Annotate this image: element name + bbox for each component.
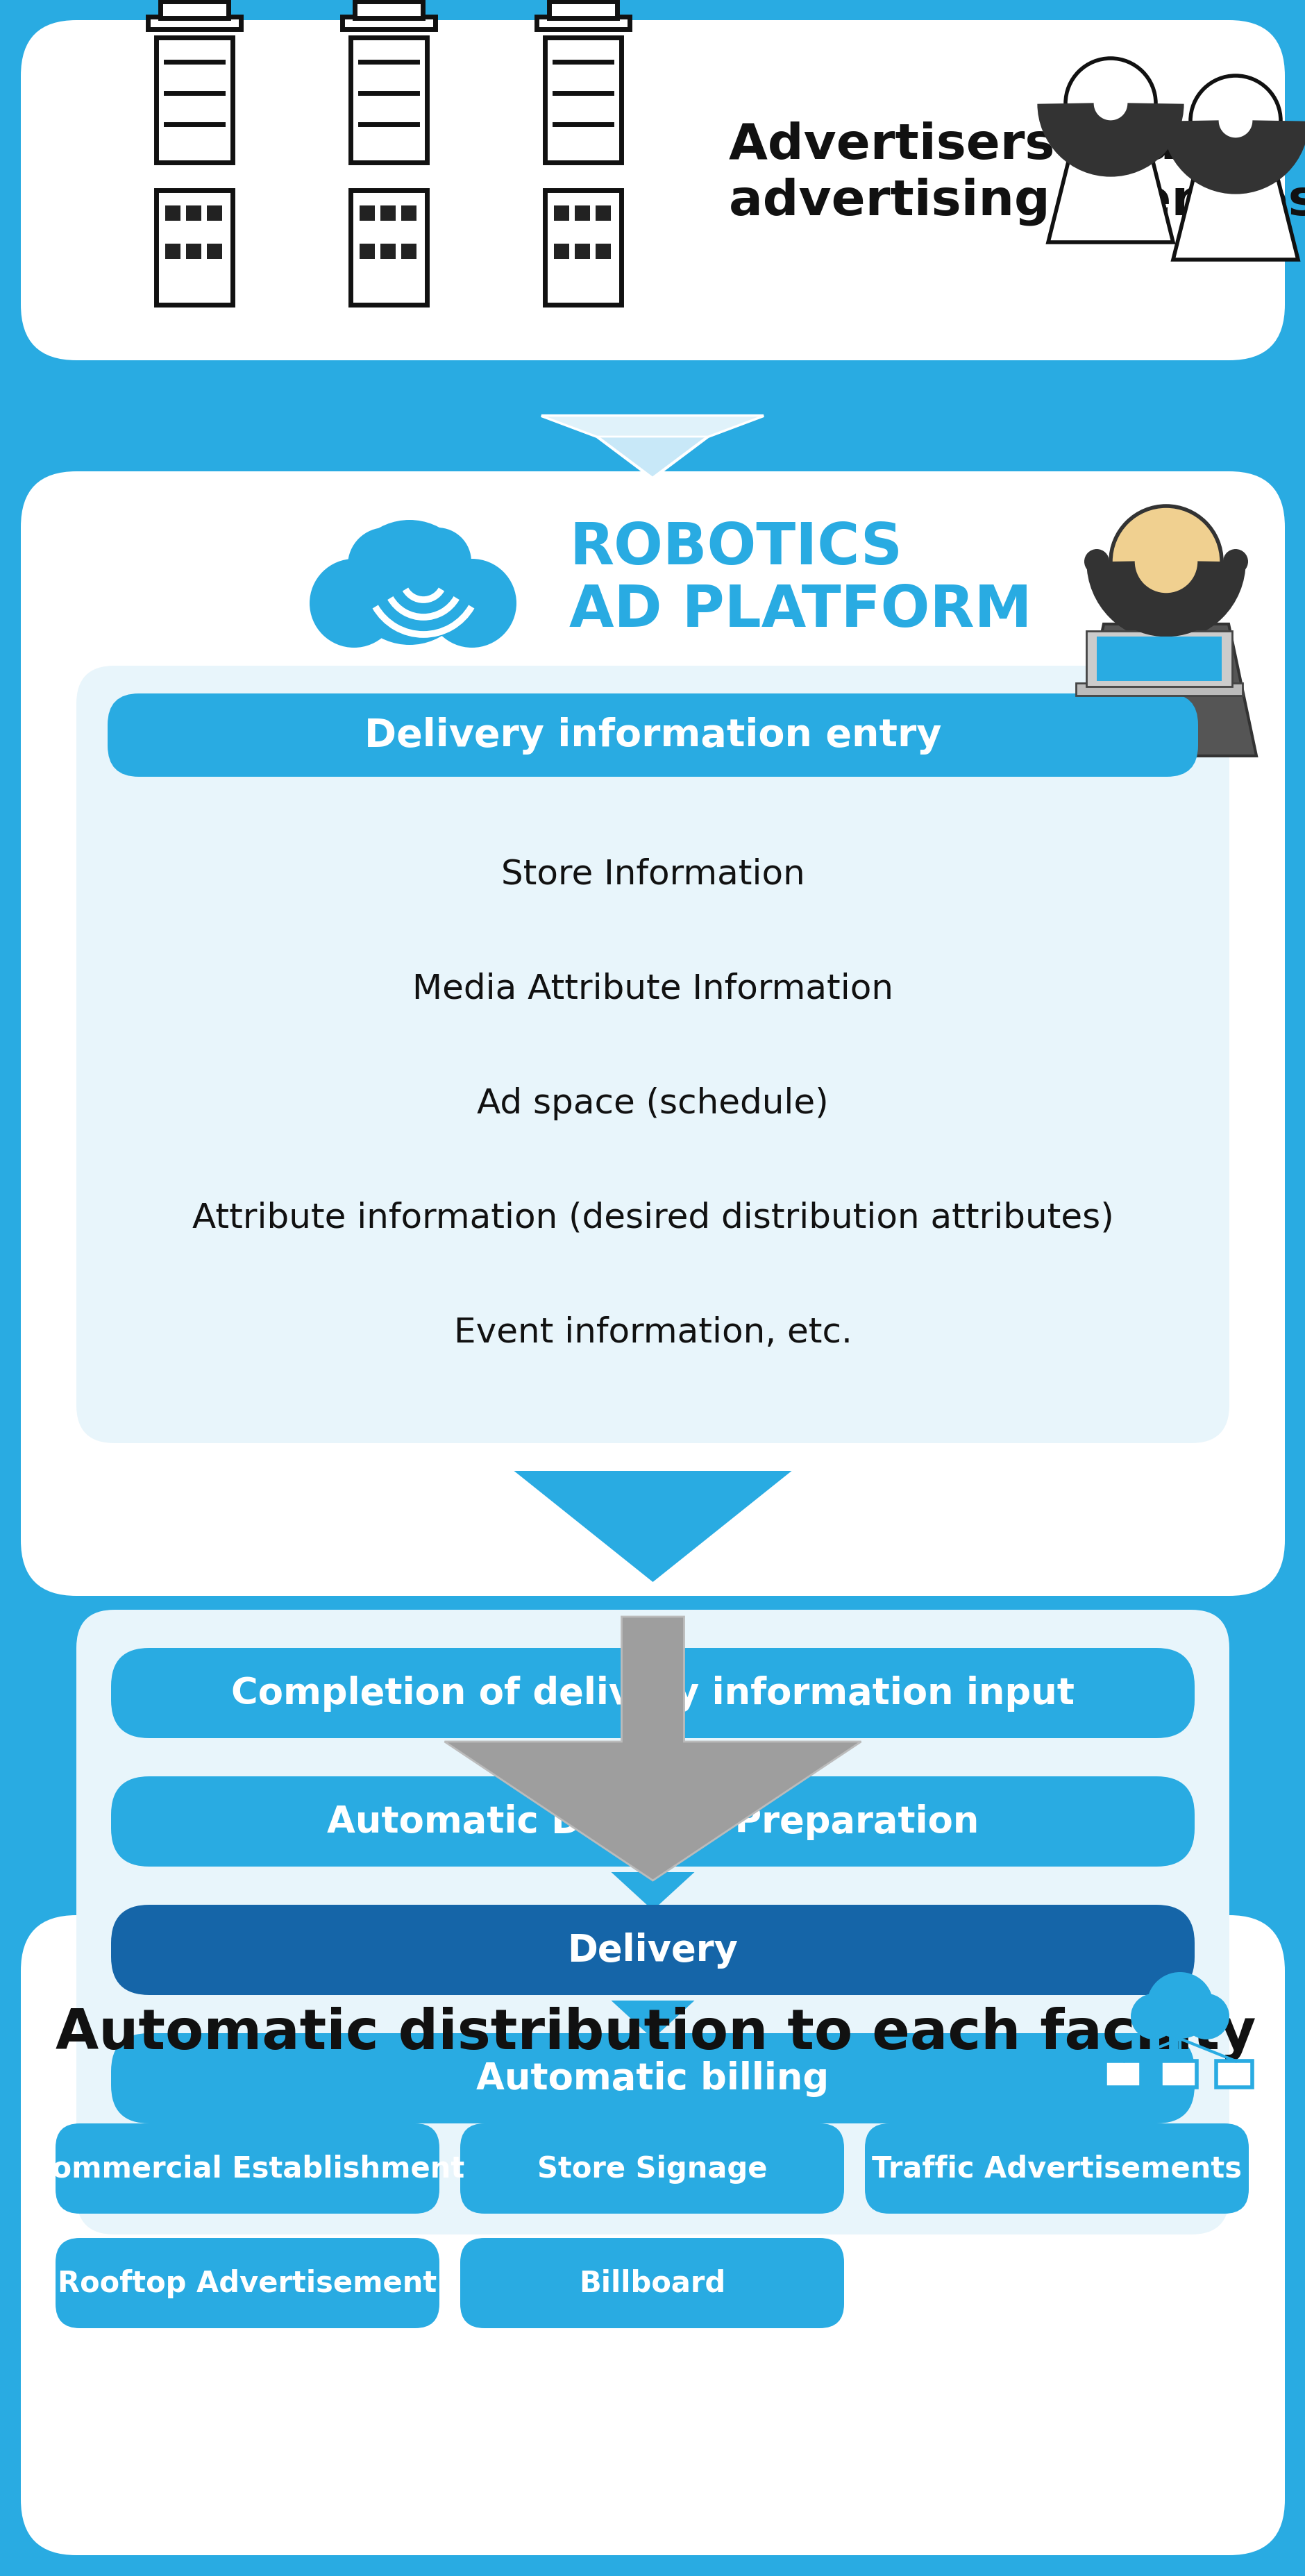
FancyBboxPatch shape bbox=[76, 1610, 1229, 2233]
Circle shape bbox=[1190, 77, 1280, 167]
Text: Media Attribute Information: Media Attribute Information bbox=[412, 971, 893, 1005]
Circle shape bbox=[347, 520, 472, 647]
Bar bbox=[166, 206, 180, 222]
FancyBboxPatch shape bbox=[459, 2239, 843, 2329]
FancyBboxPatch shape bbox=[21, 21, 1284, 361]
Bar bbox=[574, 245, 590, 260]
Text: Automatic Delivery Preparation: Automatic Delivery Preparation bbox=[326, 1803, 979, 1839]
Bar bbox=[359, 206, 375, 222]
Bar bbox=[161, 3, 228, 18]
Text: Store Information: Store Information bbox=[501, 858, 804, 891]
FancyBboxPatch shape bbox=[459, 2123, 843, 2213]
Bar bbox=[206, 206, 222, 222]
Polygon shape bbox=[611, 1744, 694, 1783]
Bar bbox=[206, 245, 222, 260]
Polygon shape bbox=[1172, 178, 1297, 260]
Bar bbox=[401, 206, 416, 222]
Circle shape bbox=[427, 559, 517, 649]
Polygon shape bbox=[542, 417, 763, 438]
Bar bbox=[1104, 2061, 1141, 2087]
FancyBboxPatch shape bbox=[21, 1917, 1284, 2555]
FancyBboxPatch shape bbox=[111, 2032, 1194, 2123]
Text: Traffic Advertisements: Traffic Advertisements bbox=[872, 2154, 1241, 2184]
Bar bbox=[553, 206, 569, 222]
Polygon shape bbox=[1048, 160, 1172, 242]
Text: Ad space (schedule): Ad space (schedule) bbox=[476, 1087, 829, 1121]
Text: Delivery: Delivery bbox=[568, 1932, 737, 1968]
Text: Automatic distribution to each facility: Automatic distribution to each facility bbox=[56, 2007, 1255, 2061]
FancyBboxPatch shape bbox=[21, 471, 1284, 1597]
Circle shape bbox=[1065, 59, 1155, 149]
Circle shape bbox=[1083, 549, 1109, 574]
Circle shape bbox=[403, 528, 471, 595]
Text: AD PLATFORM: AD PLATFORM bbox=[569, 582, 1031, 639]
FancyBboxPatch shape bbox=[111, 1777, 1194, 1868]
Bar bbox=[380, 245, 395, 260]
Text: Event information, etc.: Event information, etc. bbox=[453, 1316, 852, 1350]
Bar bbox=[574, 206, 590, 222]
Bar bbox=[185, 245, 201, 260]
FancyBboxPatch shape bbox=[76, 667, 1229, 1443]
Polygon shape bbox=[542, 417, 763, 479]
Polygon shape bbox=[514, 1471, 791, 1582]
Bar bbox=[549, 3, 617, 18]
Text: ROBOTICS: ROBOTICS bbox=[569, 520, 902, 577]
Bar bbox=[401, 245, 416, 260]
Bar bbox=[595, 206, 611, 222]
Circle shape bbox=[347, 528, 423, 603]
Bar bbox=[544, 191, 621, 307]
Bar bbox=[544, 39, 621, 162]
FancyBboxPatch shape bbox=[111, 1649, 1194, 1739]
Bar bbox=[166, 245, 180, 260]
Bar bbox=[185, 206, 201, 222]
Bar bbox=[1086, 631, 1232, 688]
Bar bbox=[1215, 2061, 1251, 2087]
Text: Delivery information entry: Delivery information entry bbox=[364, 716, 941, 755]
Bar bbox=[595, 245, 611, 260]
Bar bbox=[350, 39, 427, 162]
Text: Billboard: Billboard bbox=[578, 2269, 726, 2298]
Circle shape bbox=[1111, 507, 1221, 618]
Polygon shape bbox=[445, 1618, 860, 1880]
FancyBboxPatch shape bbox=[56, 2123, 440, 2213]
FancyBboxPatch shape bbox=[56, 2239, 440, 2329]
Text: Automatic billing: Automatic billing bbox=[476, 2061, 829, 2097]
Circle shape bbox=[309, 559, 398, 649]
FancyBboxPatch shape bbox=[107, 693, 1198, 778]
Circle shape bbox=[1130, 1994, 1176, 2040]
Bar bbox=[350, 191, 427, 307]
Bar bbox=[1075, 683, 1242, 696]
Polygon shape bbox=[611, 1873, 694, 1911]
Bar bbox=[1160, 2061, 1197, 2087]
Circle shape bbox=[1182, 1994, 1229, 2040]
Bar bbox=[147, 18, 240, 31]
Bar bbox=[157, 39, 232, 162]
Bar bbox=[355, 3, 423, 18]
Text: Attribute information (desired distribution attributes): Attribute information (desired distribut… bbox=[192, 1200, 1113, 1234]
Bar bbox=[157, 191, 232, 307]
Text: Completion of delivery information input: Completion of delivery information input bbox=[231, 1674, 1074, 1710]
Text: Store Signage: Store Signage bbox=[536, 2154, 767, 2184]
Circle shape bbox=[1146, 1973, 1212, 2038]
Circle shape bbox=[1223, 549, 1248, 574]
Text: Commercial Establishment: Commercial Establishment bbox=[30, 2154, 465, 2184]
Bar bbox=[359, 245, 375, 260]
Polygon shape bbox=[1075, 623, 1255, 757]
Text: Advertisers and
advertising agencies: Advertisers and advertising agencies bbox=[728, 121, 1305, 224]
Bar bbox=[342, 18, 435, 31]
FancyBboxPatch shape bbox=[111, 1904, 1194, 1996]
Bar bbox=[380, 206, 395, 222]
Text: Rooftop Advertisement: Rooftop Advertisement bbox=[57, 2269, 437, 2298]
Polygon shape bbox=[611, 2002, 694, 2038]
FancyBboxPatch shape bbox=[864, 2123, 1248, 2213]
Bar bbox=[536, 18, 629, 31]
Bar bbox=[553, 245, 569, 260]
Bar bbox=[1096, 636, 1221, 683]
